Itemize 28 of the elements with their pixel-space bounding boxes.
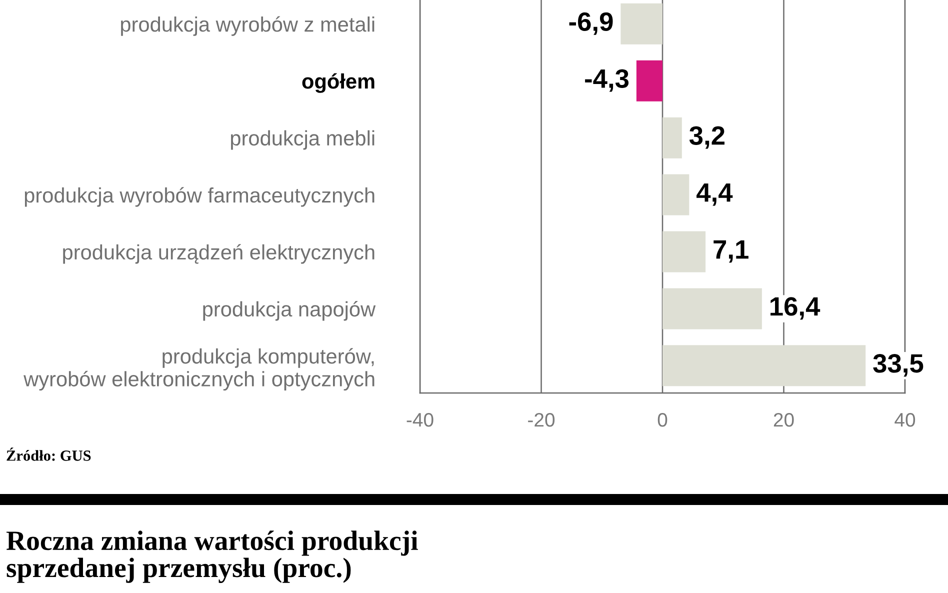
bar — [662, 174, 690, 216]
y-tick-label: produkcja wyrobów z metali — [121, 16, 374, 36]
bar — [662, 117, 682, 158]
x-tick-label: -20 — [528, 412, 555, 427]
data-label: -4,3 — [585, 69, 629, 92]
data-label: 4,4 — [696, 183, 733, 206]
data-label: 7,1 — [714, 240, 748, 263]
bar — [662, 288, 762, 330]
y-tick-label: produkcja mebli — [231, 130, 374, 150]
y-tick-label: ogółem — [302, 73, 374, 93]
x-tick-label: 20 — [774, 412, 794, 427]
bar — [620, 3, 662, 44]
y-tick-label: produkcja wyrobów farmaceutycznych — [24, 187, 374, 207]
data-label: 33,5 — [873, 354, 924, 377]
bar — [636, 60, 662, 102]
x-tick-label: 0 — [658, 412, 668, 427]
y-tick-label: produkcja komputerów, wyrobów elektronicznych i optycznych — [24, 348, 374, 391]
y-tick-label: produkcja napojów — [203, 301, 376, 321]
x-tick-label: -40 — [406, 412, 434, 427]
bar — [662, 345, 866, 386]
text: Roczna zmiana wartości produkcji sprzedanej przemysłu (proc.) — [6, 530, 418, 583]
data-label: 3,2 — [689, 126, 724, 149]
x-tick-label: 40 — [894, 412, 916, 427]
text: Źródło: GUS — [6, 448, 91, 461]
data-label: 16,4 — [770, 297, 820, 320]
bar — [662, 231, 706, 272]
data-label: -6,9 — [569, 12, 613, 35]
y-tick-label: produkcja urządzeń elektrycznych — [63, 244, 374, 264]
